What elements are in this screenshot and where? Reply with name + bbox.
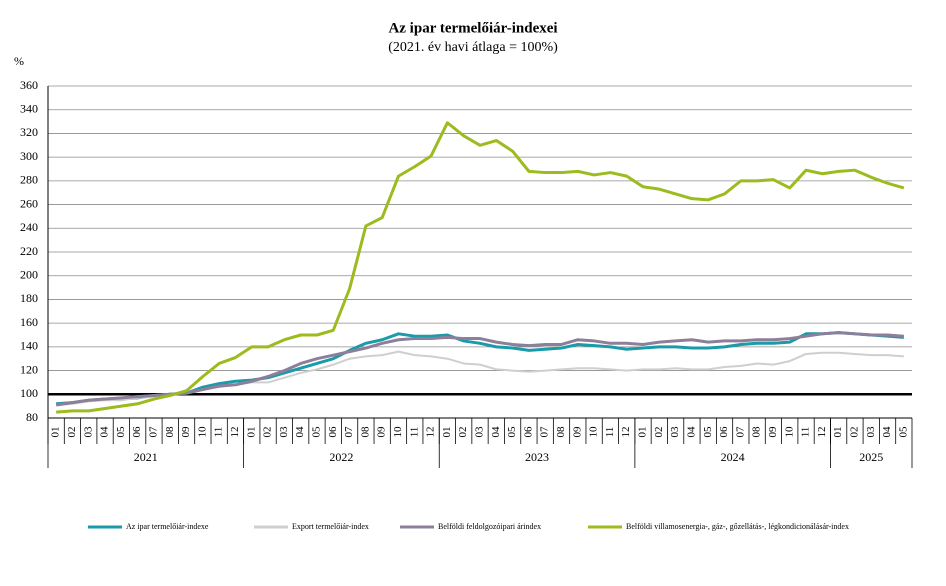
x-tick-label: 07 (147, 426, 159, 438)
year-label: 2023 (525, 450, 549, 464)
x-tick-label: 09 (376, 426, 388, 438)
y-tick-label: 160 (20, 315, 38, 329)
x-tick-label: 04 (490, 426, 502, 438)
x-tick-label: 12 (620, 427, 632, 438)
x-tick-label: 11 (213, 427, 225, 438)
x-tick-label: 05 (506, 426, 518, 438)
y-tick-label: 100 (20, 386, 38, 400)
y-tick-label: 280 (20, 173, 38, 187)
year-label: 2024 (721, 450, 745, 464)
x-tick-label: 04 (685, 426, 697, 438)
year-label: 2021 (134, 450, 158, 464)
y-tick-label: 200 (20, 267, 38, 281)
x-tick-label: 05 (702, 426, 714, 438)
x-tick-label: 06 (718, 426, 730, 438)
x-tick-label: 12 (816, 427, 828, 438)
y-tick-label: 320 (20, 125, 38, 139)
x-tick-label: 08 (555, 426, 567, 438)
x-tick-label: 03 (474, 426, 486, 438)
x-tick-label: 09 (180, 426, 192, 438)
x-tick-label: 01 (637, 427, 649, 438)
x-tick-label: 12 (425, 427, 437, 438)
x-tick-label: 12 (229, 427, 241, 438)
year-label: 2022 (329, 450, 353, 464)
y-tick-label: 360 (20, 78, 38, 92)
x-tick-label: 08 (164, 426, 176, 438)
x-tick-label: 01 (832, 427, 844, 438)
x-tick-label: 01 (441, 427, 453, 438)
x-tick-label: 04 (294, 426, 306, 438)
x-tick-label: 02 (66, 427, 78, 438)
legend-label: Export termelőiár-index (292, 522, 369, 531)
x-tick-label: 02 (848, 427, 860, 438)
year-label: 2025 (859, 450, 883, 464)
y-tick-label: 180 (20, 291, 38, 305)
x-tick-label: 05 (115, 426, 127, 438)
y-tick-label: 220 (20, 244, 38, 258)
legend-label: Az ipar termelőiár-indexe (126, 522, 209, 531)
y-tick-label: 340 (20, 101, 38, 115)
x-tick-label: 01 (245, 427, 257, 438)
x-tick-label: 06 (522, 426, 534, 438)
x-tick-label: 03 (82, 426, 94, 438)
y-axis-label: % (14, 54, 24, 68)
x-tick-label: 11 (408, 427, 420, 438)
x-tick-label: 10 (588, 426, 600, 438)
x-tick-label: 03 (278, 426, 290, 438)
x-tick-label: 04 (881, 426, 893, 438)
x-tick-label: 08 (751, 426, 763, 438)
x-tick-label: 05 (897, 426, 909, 438)
legend-label: Belföldi villamosenergia-, gáz-, gőzellá… (626, 522, 849, 531)
x-tick-label: 03 (669, 426, 681, 438)
x-tick-label: 07 (734, 426, 746, 438)
x-tick-label: 11 (604, 427, 616, 438)
x-tick-label: 09 (571, 426, 583, 438)
x-tick-label: 03 (865, 426, 877, 438)
x-tick-label: 02 (457, 427, 469, 438)
x-tick-label: 06 (327, 426, 339, 438)
series-line (56, 121, 905, 414)
chart-subtitle: (2021. év havi átlaga = 100%) (388, 40, 558, 55)
x-tick-label: 10 (392, 426, 404, 438)
x-tick-label: 01 (50, 427, 62, 438)
y-tick-label: 300 (20, 149, 38, 163)
legend-label: Belföldi feldolgozóipari árindex (438, 522, 541, 531)
x-tick-label: 09 (767, 426, 779, 438)
series-line (55, 331, 904, 407)
y-tick-label: 260 (20, 196, 38, 210)
x-tick-label: 06 (131, 426, 143, 438)
y-tick-label: 140 (20, 339, 38, 353)
x-tick-label: 10 (783, 426, 795, 438)
x-tick-label: 07 (539, 426, 551, 438)
y-tick-label: 80 (26, 410, 38, 424)
y-tick-label: 240 (20, 220, 38, 234)
x-tick-label: 05 (311, 426, 323, 438)
x-tick-label: 07 (343, 426, 355, 438)
x-tick-label: 02 (262, 427, 274, 438)
x-tick-label: 04 (99, 426, 111, 438)
y-tick-label: 120 (20, 362, 38, 376)
x-tick-label: 08 (359, 426, 371, 438)
series-line (56, 331, 904, 406)
series-line (56, 350, 904, 406)
chart-title: Az ipar termelőiár-indexei (388, 20, 557, 36)
x-tick-label: 02 (653, 427, 665, 438)
x-tick-label: 10 (196, 426, 208, 438)
x-tick-label: 11 (800, 427, 812, 438)
